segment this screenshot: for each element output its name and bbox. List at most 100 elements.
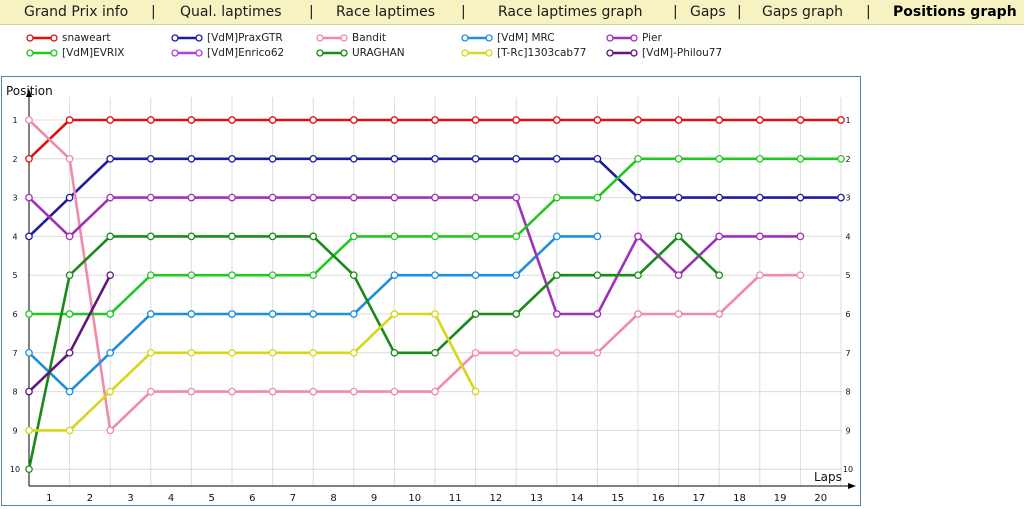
nav-separator: | [151, 4, 156, 20]
legend-swatch [171, 34, 203, 42]
legend-label: [VdM]EVRIX [62, 47, 125, 59]
legend-label: [VdM]PraxGTR [207, 32, 283, 44]
data-point [512, 310, 521, 318]
data-point [431, 154, 439, 163]
data-point [796, 116, 805, 124]
tab-race-laptimes[interactable]: Race laptimes [336, 4, 436, 20]
data-point [309, 387, 318, 396]
data-point [715, 193, 724, 202]
data-point [65, 116, 74, 124]
data-point [65, 271, 74, 280]
data-point [634, 271, 642, 280]
data-point [431, 116, 439, 124]
series-line [28, 119, 801, 432]
data-point [755, 193, 764, 202]
tab-positions-graph[interactable]: Positions graph [893, 4, 1017, 20]
series-line [28, 196, 801, 316]
data-point [106, 348, 115, 357]
y-axis-arrow [26, 89, 32, 97]
series-line [27, 235, 721, 470]
data-point [796, 232, 805, 241]
data-point [837, 193, 845, 202]
x-tick-label: 2 [87, 493, 93, 504]
data-point [674, 271, 683, 280]
data-point [512, 193, 521, 202]
tab-grand-prix-info[interactable]: Grand Prix info [24, 4, 129, 20]
data-point [552, 310, 561, 318]
data-point [471, 310, 480, 318]
data-point [471, 116, 480, 124]
data-point [390, 271, 399, 280]
data-point [552, 348, 561, 357]
y-tick-label-right: 1 [845, 116, 850, 125]
x-tick-label: 4 [168, 493, 174, 504]
y-tick-label: 8 [12, 388, 17, 397]
y-tick-label-right: 4 [845, 232, 850, 241]
data-point [512, 348, 521, 357]
data-point [471, 387, 480, 396]
data-point [268, 116, 277, 124]
tab-gaps-graph[interactable]: Gaps graph [762, 4, 844, 20]
data-point [755, 154, 764, 163]
data-point [796, 193, 805, 202]
data-point [715, 310, 724, 318]
legend-label: [VdM]Enrico62 [207, 47, 285, 59]
data-point [390, 348, 399, 357]
data-point [228, 232, 236, 241]
data-point [106, 310, 115, 318]
x-tick-label: 20 [814, 493, 827, 504]
data-point [309, 116, 318, 124]
data-point [228, 387, 236, 396]
data-point [674, 310, 683, 318]
data-point [187, 310, 196, 318]
x-tick-label: 13 [530, 493, 543, 504]
data-point [65, 387, 74, 396]
data-point [390, 116, 399, 124]
x-tick-label: 14 [571, 493, 584, 504]
x-tick-label: 6 [249, 493, 255, 504]
y-tick-label-right: 6 [845, 310, 850, 319]
tab-race-laptimes-graph[interactable]: Race laptimes graph [498, 4, 643, 20]
tab-gaps[interactable]: Gaps [690, 4, 726, 20]
tab-qual-laptimes[interactable]: Qual. laptimes [180, 4, 282, 20]
data-point [228, 348, 236, 357]
data-point [755, 232, 764, 241]
nav-separator: | [461, 4, 466, 20]
data-point [431, 193, 439, 202]
data-point [106, 426, 115, 435]
data-point [512, 154, 521, 163]
data-point [187, 232, 196, 241]
legend-label: snaweart [62, 32, 111, 44]
data-point [25, 426, 33, 435]
data-point [674, 154, 683, 163]
data-point [187, 116, 196, 124]
x-tick-label: 12 [490, 493, 503, 504]
data-point [715, 232, 724, 241]
data-point [228, 193, 236, 202]
data-point [471, 193, 480, 202]
x-tick-label: 11 [449, 493, 462, 504]
x-tick-label: 7 [290, 493, 296, 504]
data-point [593, 348, 602, 357]
data-point [309, 232, 318, 241]
navigation-bar: Grand Prix info Qual. laptimes Race laptim… [0, 0, 1024, 25]
data-point [25, 154, 33, 163]
y-tick-label: 3 [12, 194, 17, 203]
data-point [512, 271, 521, 280]
x-tick-label: 5 [209, 493, 215, 504]
x-tick-label: 1 [46, 493, 52, 504]
data-point [146, 193, 155, 202]
data-point [228, 116, 236, 124]
data-point [65, 154, 74, 163]
data-point [593, 193, 602, 202]
data-point [25, 310, 33, 318]
data-point [390, 154, 399, 163]
legend-swatch [26, 49, 58, 57]
data-point [228, 310, 236, 318]
data-point [187, 271, 196, 280]
data-point [106, 154, 115, 163]
data-point [106, 271, 115, 280]
data-point [146, 348, 155, 357]
data-point [715, 154, 724, 163]
